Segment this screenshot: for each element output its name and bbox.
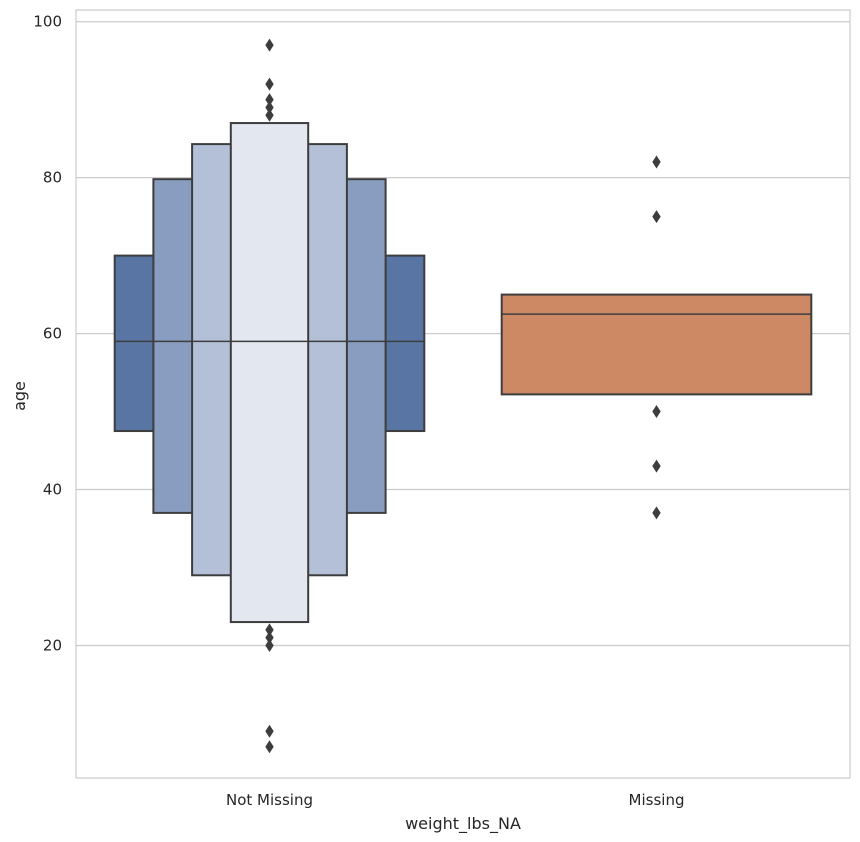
boxes-layer <box>113 38 813 754</box>
y-tick-label-80: 80 <box>43 169 62 187</box>
y-tick-label-60: 60 <box>43 325 62 343</box>
boxen-level-0-3 <box>229 122 310 624</box>
outlier-diamond-0-8 <box>265 724 274 738</box>
outlier-diamond-0-4 <box>265 108 274 122</box>
outlier-diamond-0-6 <box>265 631 274 645</box>
outlier-diamond-1-0 <box>652 155 661 169</box>
outlier-diamond-0-5 <box>265 623 274 637</box>
y-tick-label-20: 20 <box>43 636 62 654</box>
outlier-diamond-1-4 <box>652 506 661 520</box>
outlier-diamond-0-7 <box>265 638 274 652</box>
y-tick-labels: 20 40 60 80 100 <box>33 13 62 655</box>
outlier-diamond-0-2 <box>265 93 274 107</box>
outlier-diamond-0-9 <box>265 740 274 754</box>
x-tick-label-0: Not Missing <box>226 791 313 809</box>
outlier-diamond-0-3 <box>265 100 274 114</box>
x-tick-labels: Not Missing Missing <box>226 791 684 809</box>
boxen-group-0 <box>113 38 426 754</box>
outlier-diamond-1-1 <box>652 210 661 224</box>
y-tick-label-100: 100 <box>33 13 62 31</box>
x-axis-title: weight_lbs_NA <box>405 814 521 834</box>
outlier-diamond-1-2 <box>652 405 661 419</box>
boxen-group-1 <box>500 155 813 520</box>
outlier-diamond-0-1 <box>265 77 274 91</box>
y-axis-title: age <box>10 381 29 411</box>
plot-frame <box>75 9 851 779</box>
outlier-diamond-0-0 <box>265 38 274 52</box>
x-tick-label-1: Missing <box>629 791 685 809</box>
y-tick-label-40: 40 <box>43 481 62 499</box>
outlier-diamond-1-3 <box>652 459 661 473</box>
boxen-level-1-0 <box>500 293 813 396</box>
